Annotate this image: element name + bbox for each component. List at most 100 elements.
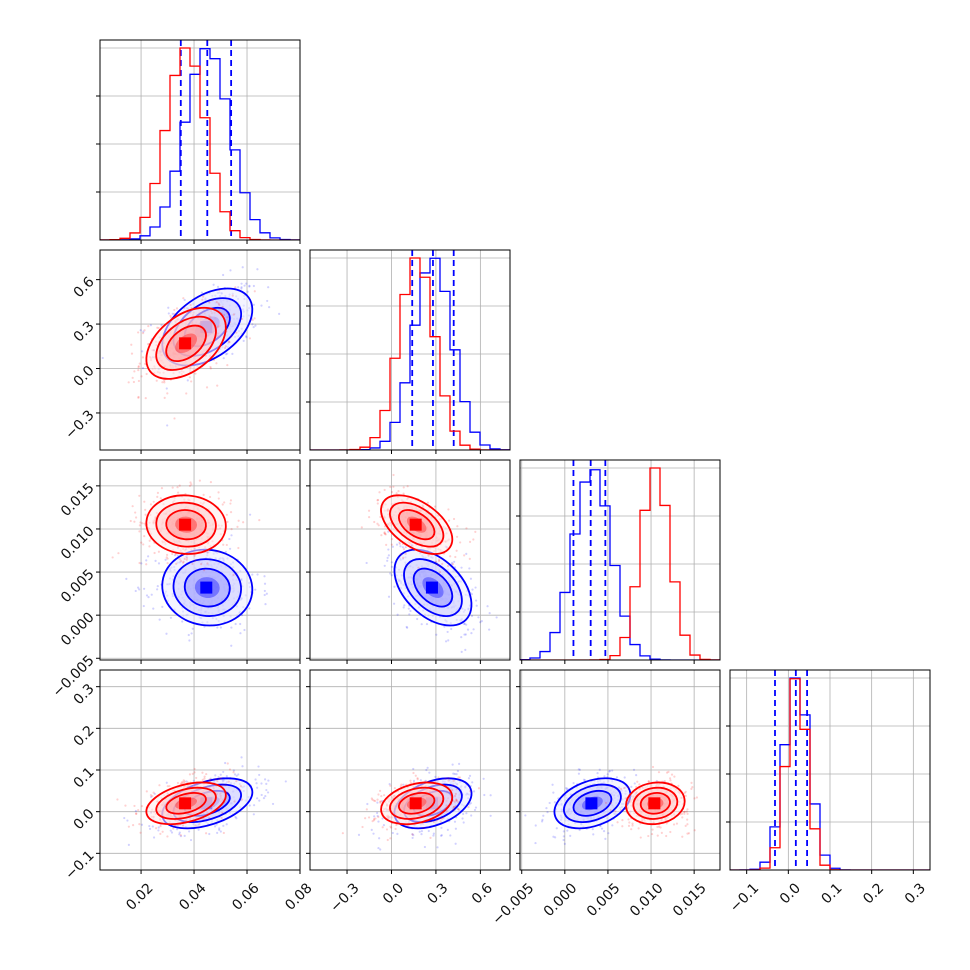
scatter-point — [361, 825, 364, 829]
scatter-point — [395, 543, 399, 546]
scatter-point — [620, 787, 623, 791]
scatter-point — [218, 303, 221, 307]
scatter-point — [251, 323, 254, 326]
scatter-point — [125, 577, 128, 580]
scatter-point — [230, 534, 233, 537]
scatter-point — [404, 546, 407, 549]
scatter-point — [378, 800, 382, 803]
x-tick-label: 0.005 — [584, 880, 624, 920]
scatter-point — [239, 632, 242, 635]
scatter-point — [373, 817, 376, 821]
scatter-point — [240, 287, 243, 290]
scatter-point — [402, 783, 405, 786]
scatter-point — [411, 833, 414, 836]
scatter-point — [173, 312, 176, 316]
scatter-point — [677, 784, 680, 787]
scatter-point — [159, 497, 162, 500]
scatter-point — [425, 622, 429, 626]
scatter-point — [137, 808, 140, 812]
scatter-point — [383, 531, 386, 534]
scatter-point — [606, 773, 609, 776]
scatter-point — [150, 593, 153, 596]
density-peak — [425, 581, 438, 594]
scatter-point — [137, 331, 140, 334]
contour-line — [161, 548, 254, 627]
scatter-point — [455, 788, 458, 791]
scatter-point — [460, 636, 463, 639]
scatter-point — [134, 589, 137, 593]
scatter-point — [548, 801, 551, 805]
scatter-point — [251, 318, 254, 322]
scatter-point — [402, 486, 405, 489]
scatter-point — [173, 308, 176, 312]
scatter-point — [378, 491, 381, 494]
scatter-point — [208, 495, 212, 499]
scatter-point — [563, 842, 566, 845]
scatter-point — [422, 826, 425, 830]
scatter-point — [409, 609, 412, 613]
density-peak — [179, 337, 192, 350]
scatter-point — [440, 826, 443, 829]
scatter-point — [135, 812, 138, 815]
scatter-point — [604, 837, 607, 840]
scatter-point — [409, 779, 412, 782]
scatter-point — [412, 767, 415, 771]
scatter-point — [229, 499, 233, 502]
scatter-point — [173, 417, 176, 420]
scatter-point — [647, 834, 650, 838]
scatter-point — [229, 510, 233, 514]
scatter-point — [475, 599, 478, 602]
x-tick-label: 0.0 — [380, 880, 407, 907]
scatter-point — [453, 794, 457, 798]
scatter-point — [222, 357, 225, 360]
scatter-point — [372, 819, 376, 822]
scatter-point — [229, 502, 232, 505]
scatter-point — [685, 810, 688, 813]
scatter-point — [463, 633, 466, 636]
scatter-point — [171, 312, 174, 315]
scatter-point — [223, 313, 226, 316]
scatter-point — [194, 824, 197, 827]
scatter-point — [230, 644, 233, 647]
scatter-point — [230, 626, 233, 629]
scatter-point — [248, 804, 251, 807]
scatter-point — [397, 490, 400, 493]
scatter-point — [168, 784, 171, 788]
scatter-point — [188, 639, 191, 642]
scatter-point — [133, 520, 136, 523]
scatter-point — [407, 607, 410, 610]
scatter-point — [156, 491, 160, 494]
scatter-point — [144, 513, 147, 516]
scatter-point — [420, 623, 423, 626]
scatter-point — [551, 783, 554, 786]
histogram-series-0 — [100, 48, 300, 240]
scatter-point — [479, 621, 482, 624]
scatter-point — [225, 774, 228, 778]
scatter-point — [256, 573, 259, 576]
scatter-point — [592, 833, 595, 836]
scatter-point — [148, 545, 151, 548]
scatter-point — [360, 526, 363, 529]
scatter-point — [447, 779, 450, 782]
scatter-point — [627, 786, 630, 789]
scatter-point — [231, 352, 234, 355]
scatter-point — [223, 501, 226, 504]
scatter-point — [185, 780, 188, 783]
scatter-point — [253, 290, 256, 293]
density-peak — [409, 518, 422, 531]
scatter-point — [402, 556, 405, 559]
scatter-point — [144, 508, 147, 511]
scatter-point — [209, 367, 212, 370]
scatter-point — [630, 785, 633, 788]
scatter-point — [232, 313, 235, 316]
scatter-point — [406, 626, 409, 629]
scatter-point — [152, 836, 156, 839]
scatter-point — [212, 283, 215, 286]
scatter-point — [604, 801, 608, 804]
scatter-point — [244, 335, 248, 338]
scatter-point — [181, 561, 185, 564]
scatter-point — [693, 797, 696, 800]
scatter-point — [183, 557, 186, 560]
scatter-point — [457, 807, 460, 811]
scatter-point — [449, 555, 452, 558]
